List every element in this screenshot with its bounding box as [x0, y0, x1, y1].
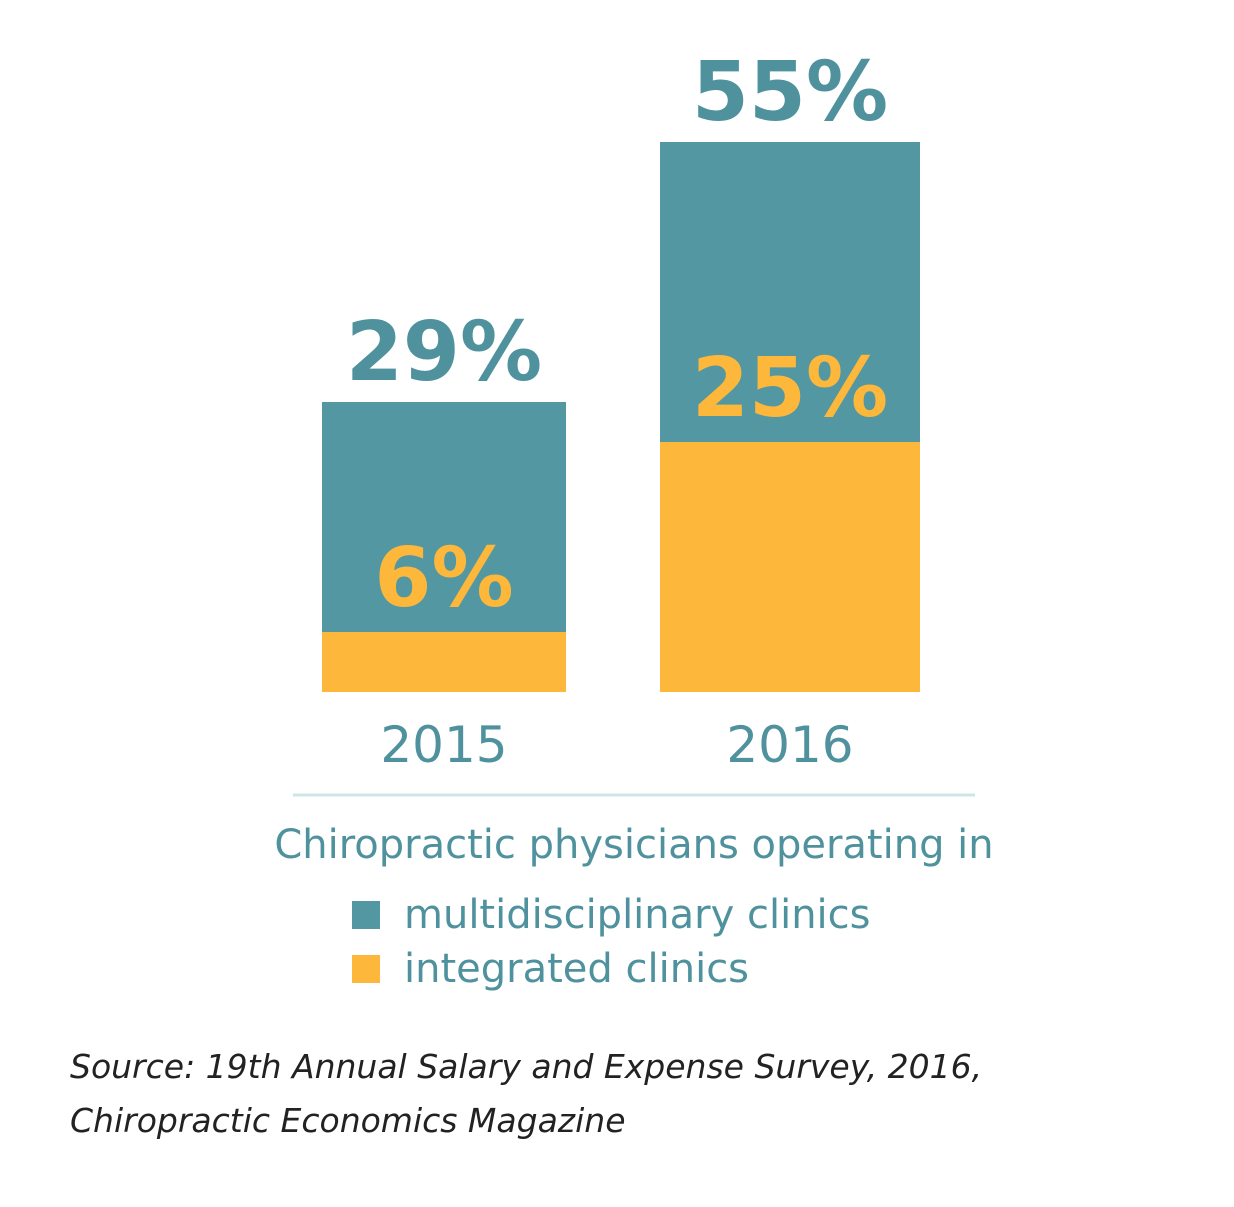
x-tick-label-2016: 2016 — [726, 716, 853, 774]
legend-item-multidisciplinary: multidisciplinary clinics — [352, 892, 871, 938]
data-label-integrated-2015: 6% — [374, 531, 513, 626]
x-tick-label-2015: 2015 — [380, 716, 507, 774]
source-note: Source: 19th Annual Salary and Expense S… — [70, 1047, 983, 1140]
bar-chart: 29% 6% 2015 55% 25% 2016 — [293, 45, 975, 797]
legend-item-integrated: integrated clinics — [352, 946, 749, 992]
legend-title: Chiropractic physicians operating in — [274, 822, 994, 868]
data-label-multidisciplinary-2016: 55% — [692, 45, 888, 140]
legend-swatch-teal — [352, 901, 380, 929]
bar-integrated-2016 — [660, 442, 920, 692]
data-label-integrated-2016: 25% — [692, 341, 888, 436]
data-label-multidisciplinary-2015: 29% — [346, 305, 542, 400]
bar-integrated-2015 — [322, 632, 566, 692]
legend-label: integrated clinics — [404, 946, 750, 992]
legend-label: multidisciplinary clinics — [404, 892, 871, 938]
legend-swatch-yellow — [352, 955, 380, 983]
